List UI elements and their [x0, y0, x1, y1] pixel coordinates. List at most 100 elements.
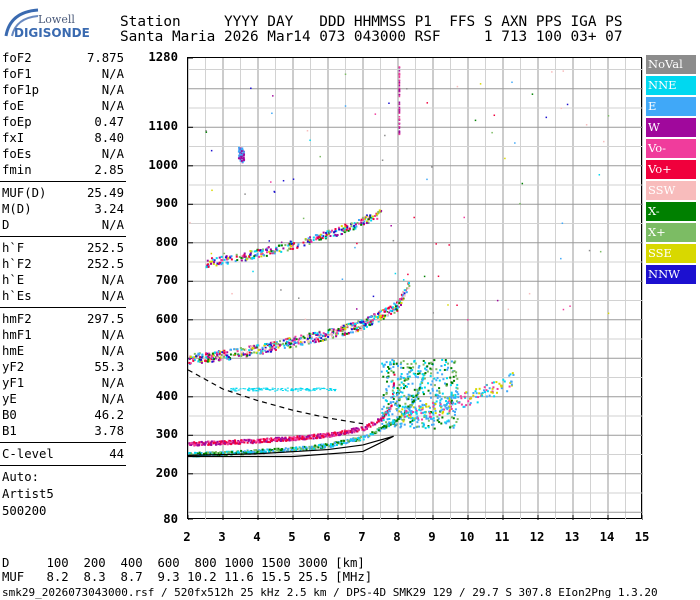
ionogram-svg [188, 58, 643, 520]
data-point-spread [445, 361, 448, 364]
data-point-3rd-hop [243, 254, 246, 257]
data-point-spread-tail [439, 399, 442, 402]
data-point-2nd-hop [377, 320, 380, 323]
data-point-spread [408, 366, 411, 369]
data-point-spread [382, 414, 385, 417]
data-point-noise [551, 71, 553, 73]
data-point-x-trace [336, 441, 339, 444]
data-point-x-trace [372, 431, 375, 434]
data-point-spread [447, 362, 450, 365]
data-point-spread-tail [433, 407, 436, 410]
data-point-x-trace [208, 451, 211, 454]
data-point-x-trace [253, 449, 256, 452]
data-point-o-trace [292, 438, 295, 441]
data-point-spread [417, 366, 420, 369]
data-point-x-trace [294, 447, 297, 450]
data-point-2nd-hop [366, 319, 369, 322]
data-point-3rd-hop [290, 243, 293, 246]
data-point-o-trace [370, 421, 373, 424]
data-point-spread-tail [402, 420, 405, 423]
data-point-x-trace [208, 454, 211, 457]
data-point-spread [399, 390, 402, 393]
data-point-spread [450, 399, 453, 402]
data-point-x-trace [206, 451, 209, 454]
data-point-2nd-hop [310, 337, 313, 340]
data-point-vertical [398, 111, 401, 113]
data-point-o-trace [273, 438, 276, 441]
data-point-3rd-hop [377, 212, 380, 215]
data-point-3rd-hop [315, 236, 318, 239]
data-point-2nd-hop [348, 322, 351, 325]
data-point-spread [444, 359, 447, 362]
data-point-x-trace [337, 442, 340, 445]
data-point-cluster [239, 157, 242, 160]
data-point-spread [450, 401, 453, 404]
data-point-2nd-hop [219, 350, 222, 353]
x-tick-label: 3 [218, 530, 226, 544]
data-point-2nd-hop [197, 360, 200, 363]
data-point-spread-tail [490, 391, 493, 394]
data-point-spread [422, 422, 425, 425]
direction-legend: NoVal NNE E W Vo- Vo+ SSW X- X+ SSE NNW [646, 55, 696, 286]
data-point-spread [401, 405, 404, 408]
artist-version: 500200 [2, 504, 47, 518]
artist-name: Artist5 [2, 487, 54, 501]
param-group-profile: hmF2 297.5 hmF1 N/A hmE N/A yF2 55.3 yF1 N/A … [0, 311, 128, 439]
data-point-2nd-hop [249, 346, 252, 349]
data-point-noise [205, 131, 208, 133]
data-point-x-trace [317, 446, 320, 449]
param-label: h`F2 [2, 257, 32, 271]
data-point-2nd-hop [402, 290, 405, 293]
data-point-o-trace [210, 444, 213, 447]
header-values: Santa Maria 2026 Mar14 073 043000 RSF 1 … [120, 29, 623, 45]
data-point-2nd-hop [337, 329, 340, 332]
param-label: D [2, 218, 10, 232]
data-point-o-trace [221, 440, 224, 443]
data-point-2nd-hop [234, 348, 237, 351]
data-point-2nd-hop [336, 329, 339, 332]
data-point-spread-tail [447, 406, 450, 409]
data-point-3rd-hop [302, 241, 305, 244]
data-point-noise [280, 289, 282, 291]
data-point-spread-tail [404, 415, 407, 418]
data-point-spread [409, 425, 412, 428]
data-point-2nd-hop [251, 345, 254, 348]
data-point-3rd-hop [325, 231, 328, 234]
data-point-2nd-hop [399, 304, 402, 307]
data-point-2nd-hop [283, 344, 286, 347]
data-point-spread [382, 394, 385, 397]
data-point-o-trace [232, 441, 235, 444]
data-point-spread [404, 405, 407, 408]
data-point-cluster [238, 154, 241, 157]
data-point-3rd-hop [273, 252, 276, 255]
data-point-echo [251, 390, 254, 392]
param-row: hmF1 N/A [0, 327, 128, 343]
data-point-2nd-hop [273, 344, 276, 347]
data-point-spread-tail [477, 396, 480, 399]
data-point-2nd-hop [389, 305, 392, 308]
data-point-2nd-hop [241, 351, 244, 354]
data-point-spread-tail [450, 395, 453, 398]
data-point-x-trace [278, 449, 281, 452]
data-point-3rd-hop [253, 257, 256, 260]
data-point-o-trace [223, 440, 226, 443]
data-point-o-trace [188, 444, 191, 447]
data-point-o-trace [355, 429, 358, 432]
data-point-o-trace [210, 440, 213, 443]
data-point-2nd-hop [351, 324, 354, 327]
param-value: 3.24 [94, 202, 124, 216]
data-point-vertical [398, 107, 401, 110]
data-point-spread-tail [400, 414, 403, 417]
data-point-vertical [398, 112, 401, 114]
data-point-2nd-hop [378, 316, 381, 319]
data-point-echo [248, 388, 251, 390]
data-point-3rd-hop [282, 247, 285, 250]
param-row: hmE N/A [0, 343, 128, 359]
data-point-o-trace [257, 440, 260, 443]
param-value: 297.5 [86, 312, 124, 326]
data-point-spread [430, 372, 433, 375]
x-tick-label: 4 [253, 530, 261, 544]
data-point-spread [433, 377, 436, 380]
data-point-spread [453, 361, 456, 364]
data-point-spread [400, 425, 403, 428]
